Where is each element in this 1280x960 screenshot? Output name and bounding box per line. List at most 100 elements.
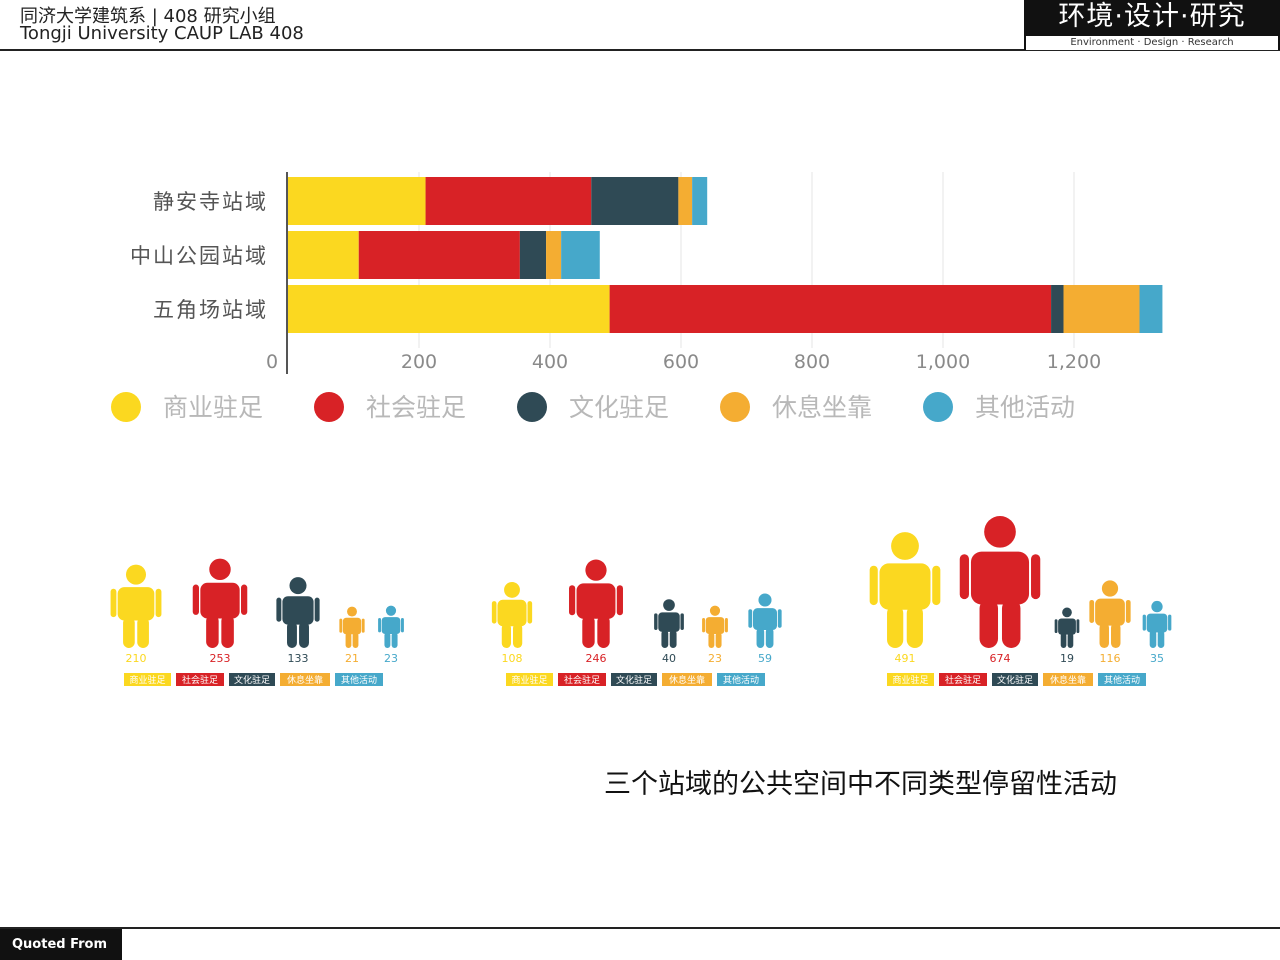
figure-value-1-0: 108 [502,652,523,665]
person-figure-2-4 [1142,600,1172,648]
x-tick-label-2: 400 [532,351,568,373]
bar-segment-0-3 [678,177,693,225]
bar-segment-0-1 [425,177,592,225]
x-tick-label-5: 1,000 [916,351,970,373]
person-figure-2-0 [869,532,941,648]
mini-legend-swatch-0-4 [335,673,383,686]
legend-swatch-0 [111,392,141,422]
footer-divider [0,927,1280,929]
legend-swatch-4 [923,392,953,422]
legend-label-0: 商业驻足 [163,393,263,422]
figure-value-2-4: 35 [1150,652,1164,665]
mini-legend-label-2-0: 商业驻足 [892,674,928,686]
mini-legend-label-0-2: 文化驻足 [234,674,270,686]
bar-segment-1-0 [288,231,359,279]
mini-legend-swatch-2-4 [1098,673,1146,686]
bar-segment-0-4 [692,177,708,225]
legend-swatch-2 [517,392,547,422]
mini-legend-label-0-4: 其他活动 [341,674,377,686]
bar-chart-legend: 商业驻足 社会驻足 文化驻足 休息坐靠 其他活动 [111,392,1075,422]
category-label-1: 中山公园站域 [130,244,268,268]
footer-quoted-from: Quoted From [0,929,122,960]
mini-legend-swatch-1-1 [558,673,606,686]
mini-legend-swatch-2-3 [1043,673,1093,686]
bar-chart-tick-labels: 0 200 400 600 800 1,000 1,200 [266,351,1101,373]
mini-legend-label-2-4: 其他活动 [1104,674,1140,686]
mini-legend-swatch-1-2 [611,673,657,686]
bar-segment-2-4 [1139,285,1163,333]
mini-legend-swatch-1-0 [506,673,553,686]
mini-legend-label-1-3: 休息坐靠 [669,674,705,686]
legend-label-4: 其他活动 [975,393,1075,422]
mini-legend-swatch-1-4 [717,673,765,686]
logo-text-cn: 环境·设计·研究 [1058,1,1246,32]
bar-segment-1-2 [519,231,547,279]
figure-value-2-1: 674 [990,652,1011,665]
person-figure-2-3 [1089,580,1131,648]
figure-value-1-1: 246 [586,652,607,665]
legend-label-2: 文化驻足 [569,393,669,422]
logo-text-en: Environment · Design · Research [1026,36,1278,50]
bar-segment-2-2 [1051,285,1064,333]
mini-legend-label-1-1: 社会驻足 [564,674,600,686]
person-figure-2-1 [959,516,1041,648]
x-tick-label-4: 800 [794,351,830,373]
mini-legend-label-2-3: 休息坐靠 [1050,674,1086,686]
mini-legend-label-1-4: 其他活动 [723,674,759,686]
person-figure-1-1 [569,559,623,648]
x-tick-label-1: 200 [401,351,437,373]
header-divider [0,49,1280,51]
person-figure-2-2 [1054,607,1080,648]
mini-legend-label-0-1: 社会驻足 [182,674,218,686]
bar-segment-1-1 [358,231,520,279]
person-figure-1-2 [654,599,684,648]
figure-value-0-2: 133 [288,652,309,665]
mini-legend-label-2-2: 文化驻足 [997,674,1033,686]
bar-segment-0-2 [591,177,679,225]
bar-segment-2-1 [609,285,1052,333]
mini-legend-label-0-0: 商业驻足 [129,674,165,686]
mini-legend-swatch-2-0 [887,673,934,686]
header-title-cn: 同济大学建筑系 | 408 研究小组 [20,6,276,27]
x-tick-label-0: 0 [266,351,278,373]
figure-caption: 三个站域的公共空间中不同类型停留性活动 [604,769,1117,800]
mini-legend-label-0-3: 休息坐靠 [287,674,323,686]
person-figure-0-4 [378,605,404,648]
mini-legend-label-2-1: 社会驻足 [945,674,981,686]
mini-legend-swatch-2-1 [939,673,987,686]
person-figure-1-0 [491,581,533,648]
mini-legend-swatch-2-2 [992,673,1038,686]
x-tick-label-3: 600 [663,351,699,373]
mini-legend-label-1-0: 商业驻足 [511,674,547,686]
figure-value-0-3: 21 [345,652,359,665]
bar-segment-2-0 [288,285,610,333]
figure-value-0-1: 253 [210,652,231,665]
mini-legend-swatch-1-3 [662,673,712,686]
bar-segment-2-3 [1063,285,1140,333]
mini-legend-swatch-0-3 [280,673,330,686]
legend-swatch-3 [720,392,750,422]
bar-chart-marks [288,177,1163,333]
x-tick-label-6: 1,200 [1047,351,1101,373]
pictogram-chart: 210 253 133 21 23 商业驻足 社会驻足 文化驻足 休息坐靠 其他活动 108 246 4… [110,516,1172,686]
mini-legend-label-1-2: 文化驻足 [616,674,652,686]
bar-segment-1-4 [561,231,600,279]
person-figure-0-1 [192,558,248,648]
mini-legend-swatch-0-2 [229,673,275,686]
person-figure-0-2 [276,577,320,648]
figure-value-2-3: 116 [1100,652,1121,665]
figure-value-1-4: 59 [758,652,772,665]
figure-value-1-3: 23 [708,652,722,665]
mini-legend-swatch-0-1 [176,673,224,686]
bar-segment-0-0 [288,177,426,225]
legend-label-3: 休息坐靠 [772,393,872,422]
legend-swatch-1 [314,392,344,422]
header-title-en: Tongji University CAUP LAB 408 [20,23,304,44]
figure-value-2-2: 19 [1060,652,1074,665]
figure-value-1-2: 40 [662,652,676,665]
legend-label-1: 社会驻足 [366,393,466,422]
person-figure-0-0 [110,564,162,648]
figure-value-0-0: 210 [126,652,147,665]
